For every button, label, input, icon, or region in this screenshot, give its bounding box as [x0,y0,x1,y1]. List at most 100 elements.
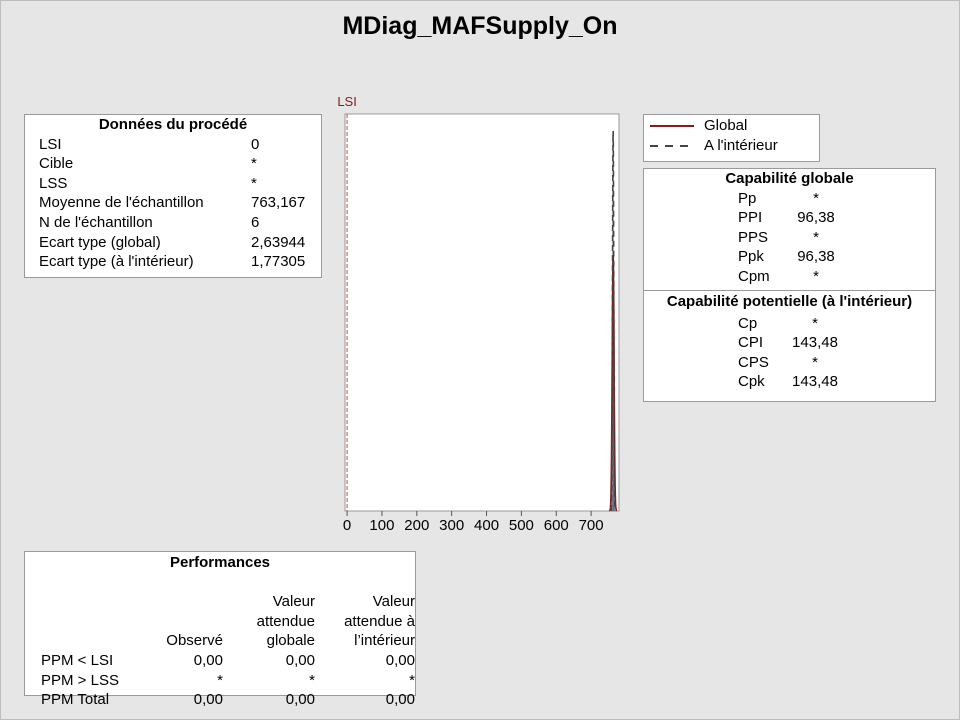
row-value: 0,00 [385,691,415,709]
row-value: * [812,353,818,371]
capability-row: PPS * [738,228,935,248]
row-value: 0,00 [285,652,315,669]
distribution-curves [609,130,618,512]
capability-row: Cp * [738,314,935,334]
row-value: 0,00 [193,691,223,709]
row-value: 0,00 [193,652,223,669]
capability-row: Cpm * [738,267,935,287]
row-label: Cpm [738,267,770,285]
solid-line-swatch [650,124,694,127]
row-label: N de l'échantillon [39,213,153,231]
x-axis: 0 100 200 300 400 500 600 700 [343,511,604,534]
column-header-observed: Observé [166,632,223,650]
overall-capability-header: Capabilité globale [725,170,854,187]
x-tick-label: 300 [439,517,464,534]
capability-row: PPI 96,38 [738,208,935,228]
lsl-label: LSI [337,94,357,109]
capability-row: Cpk 143,48 [738,372,935,392]
process-data-row: N de l'échantillon 6 [25,213,321,233]
capability-row: CPS * [738,353,935,373]
capability-table: Capabilité globale Pp * PPI 96,38 PPS * Ppk… [643,168,936,402]
row-label: Ecart type (à l'intérieur) [39,253,194,271]
row-label: PPI [738,209,763,227]
row-value: * [813,228,819,246]
row-label: Ppk [738,248,764,266]
column-header-expected-within: Valeur attendue à l’intérieur [344,593,415,650]
row-value: * [251,174,257,192]
row-label: CPI [738,334,764,352]
row-label: Cible [39,155,74,173]
x-tick-label: 400 [474,517,499,534]
row-label: PPM < LSI [41,652,114,669]
row-label: Cpk [738,373,765,391]
process-data-row: Cible * [25,154,321,174]
legend-item-global: Global [644,116,819,135]
dashed-line-swatch [650,144,694,147]
overall-capability: Capabilité globale Pp * PPI 96,38 PPS * Ppk… [644,169,935,287]
row-label: PPM Total [41,691,110,709]
row-value: * [409,671,415,689]
row-label: LSS [39,174,68,192]
performance-table: Performances Observé Valeur attendue glo… [24,551,416,708]
row-value: 96,38 [797,248,835,266]
row-value: 96,38 [797,209,835,227]
process-data-table: Données du procédé LSI 0 Cible * LSS * Moye… [24,114,322,278]
row-value: * [217,671,223,689]
column-header-expected-overall: Valeur attendue globale [256,593,315,650]
histogram-plot: LSI 0 100 200 300 400 500 600 700 [337,94,620,534]
process-data-header: Données du procédé [98,116,248,133]
row-label: Pp [738,189,757,207]
row-label: Ecart type (global) [39,233,161,251]
row-value: 143,48 [792,373,838,391]
performance-row: PPM > LSS * * * [25,671,415,691]
row-label: Cp [738,314,758,332]
performance-header: Performances [169,554,271,571]
row-value: 1,77305 [251,253,306,271]
row-label: LSI [39,135,62,153]
row-value: 2,63944 [251,233,306,251]
row-value: * [813,189,819,207]
row-value: * [309,671,315,689]
process-data-row: LSS * [25,174,321,194]
row-value: * [812,314,818,332]
legend-label: Global [704,117,748,134]
row-value: * [813,267,819,285]
performance-row: PPM Total 0,00 0,00 0,00 [25,690,415,710]
x-tick-label: 200 [404,517,429,534]
potential-capability: Capabilité potentielle (à l'intérieur) C… [644,292,935,392]
process-data-row: Ecart type (global) 2,63944 [25,233,321,253]
row-value: 0,00 [285,691,315,709]
capability-row: CPI 143,48 [738,333,935,353]
process-data-row: Ecart type (à l'intérieur) 1,77305 [25,252,321,272]
x-tick-label: 0 [343,517,351,534]
x-tick-label: 700 [579,517,604,534]
potential-capability-header: Capabilité potentielle (à l'intérieur) [666,293,913,310]
lsl-marker: LSI [337,94,357,511]
legend-label: A l'intérieur [704,137,778,154]
row-value: 6 [251,213,260,231]
legend-item-within: A l'intérieur [644,136,819,155]
row-value: 143,48 [792,334,838,352]
row-label: PPM > LSS [41,671,119,689]
row-value: 763,167 [251,194,306,212]
within-normal-curve [610,130,617,512]
row-value: 0 [251,135,260,153]
legend: Global A l'intérieur [643,114,820,162]
capability-row: Ppk 96,38 [738,247,935,267]
x-tick-label: 100 [369,517,394,534]
chart-title: MDiag_MAFSupply_On [342,12,618,40]
row-value: * [251,155,257,173]
row-label: PPS [738,228,769,246]
capability-row: Pp * [738,189,935,209]
table-divider [644,290,935,291]
plot-area [344,113,620,512]
row-label: CPS [738,353,769,371]
row-label: Moyenne de l'échantillon [39,194,204,212]
process-data-row: Moyenne de l'échantillon 763,167 [25,193,321,213]
process-data-row: LSI 0 [25,135,321,155]
row-value: 0,00 [385,652,415,669]
performance-row: PPM < LSI 0,00 0,00 0,00 [25,651,415,671]
x-tick-label: 600 [544,517,569,534]
x-tick-label: 500 [509,517,534,534]
performance-column-headers: Observé Valeur attendue globale Valeur a… [25,573,415,651]
